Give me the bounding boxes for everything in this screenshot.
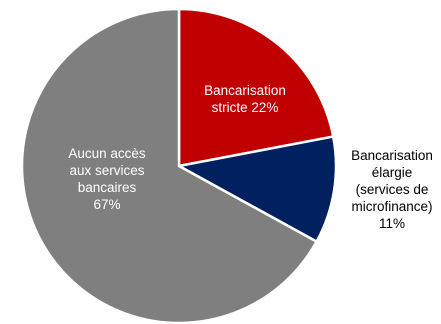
pie-slice-label-line: Aucun accès bbox=[68, 146, 146, 161]
pie-slice-label-line: aux services bbox=[69, 163, 144, 178]
pie-slice-label-line: (services de bbox=[356, 182, 429, 197]
pie-slice-1 bbox=[177, 135, 338, 243]
pie-slice-0 bbox=[177, 7, 335, 168]
pie-slice-label-2: Aucun accès aux services bancaires 67% bbox=[68, 146, 146, 212]
pie-slice-2 bbox=[20, 7, 318, 324]
pie-slice-label-line: Bancarisation bbox=[351, 148, 433, 163]
pie-slice-label-line: Bancarisation bbox=[204, 83, 286, 98]
pie-slices bbox=[20, 7, 338, 324]
pie-slice-label-line: stricte 22% bbox=[212, 100, 279, 115]
pie-slice-label-line: 11% bbox=[379, 216, 405, 231]
pie-slice-label-line: bancaires bbox=[78, 180, 137, 195]
pie-slice-label-line: microfinance) bbox=[351, 199, 432, 214]
pie-slice-label-1: Bancarisation élargie (services de microfin… bbox=[351, 148, 433, 231]
pie-labels: Bancarisation stricte 22% Bancarisation éla… bbox=[68, 83, 433, 231]
pie-slice-label-line: 67% bbox=[93, 197, 120, 212]
pie-slice-label-line: élargie bbox=[372, 165, 413, 180]
pie-slice-label-0: Bancarisation stricte 22% bbox=[204, 83, 286, 115]
